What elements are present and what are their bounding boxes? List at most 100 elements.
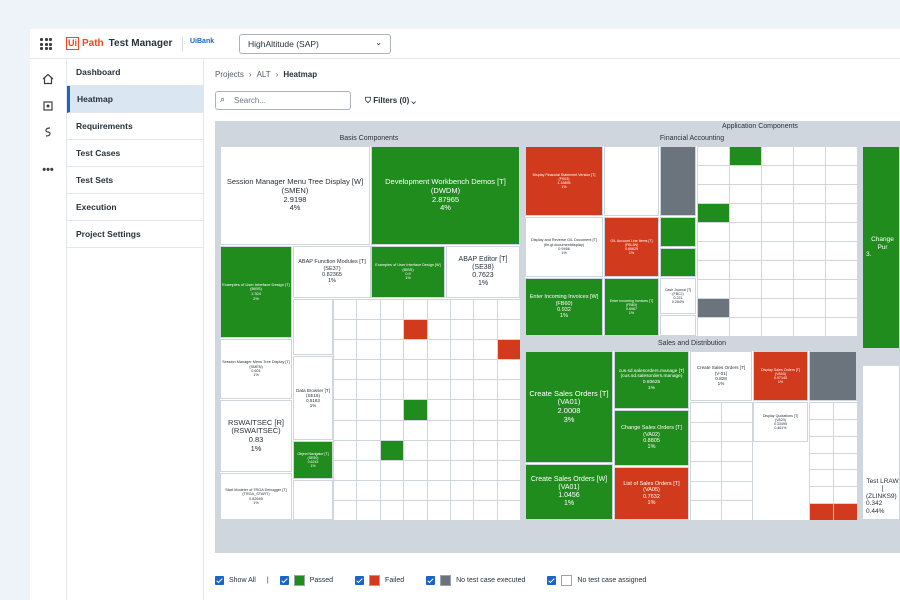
tile-small[interactable] bbox=[333, 319, 358, 341]
nav-requirements[interactable]: Requirements bbox=[67, 113, 203, 140]
tile-small[interactable] bbox=[833, 503, 858, 521]
tile-small[interactable] bbox=[293, 480, 333, 520]
tile-small[interactable] bbox=[426, 339, 451, 361]
tile-small[interactable] bbox=[793, 279, 826, 299]
tile-small[interactable] bbox=[473, 459, 498, 481]
tile-fb60[interactable]: Enter Incoming Invoices [W] (FB60) 0.932 1% bbox=[525, 278, 603, 336]
tile-small[interactable] bbox=[496, 319, 521, 341]
tile-small[interactable] bbox=[496, 299, 521, 321]
tile-small[interactable] bbox=[473, 359, 498, 381]
tile-small[interactable] bbox=[379, 439, 405, 461]
tile-small[interactable] bbox=[729, 222, 762, 242]
tile-small[interactable] bbox=[697, 165, 730, 185]
tile-small[interactable] bbox=[473, 399, 498, 421]
noexec-checkbox[interactable] bbox=[426, 576, 436, 585]
tile-small[interactable] bbox=[690, 461, 722, 482]
tile-small[interactable] bbox=[604, 146, 659, 216]
tile-small[interactable] bbox=[793, 203, 826, 223]
tile-small[interactable] bbox=[379, 419, 405, 441]
tile-ui-design[interactable]: Examples of User Interface Design [T] (BI… bbox=[220, 246, 292, 338]
tile-small[interactable] bbox=[825, 222, 858, 242]
tile-small[interactable] bbox=[761, 146, 794, 166]
show-all-checkbox[interactable] bbox=[215, 576, 224, 585]
tile-small[interactable] bbox=[825, 279, 858, 299]
tile-small[interactable] bbox=[793, 298, 826, 318]
home-icon[interactable] bbox=[41, 73, 55, 87]
nav-test-sets[interactable]: Test Sets bbox=[67, 167, 203, 194]
tile-small[interactable] bbox=[697, 260, 730, 280]
tile-small[interactable] bbox=[697, 241, 730, 261]
tile-small[interactable] bbox=[449, 439, 475, 461]
tile-small[interactable] bbox=[356, 439, 381, 461]
tile-small[interactable] bbox=[426, 459, 451, 481]
tile-se37[interactable]: ABAP Function Modules [T] (SE37) 0.82365 1% bbox=[293, 246, 371, 298]
tile-dwdm[interactable]: Development Workbench Demos [T] (DWDM) 2.8… bbox=[371, 146, 520, 245]
tile-small[interactable] bbox=[697, 146, 730, 166]
tile-small[interactable] bbox=[833, 452, 858, 471]
tile-small[interactable] bbox=[721, 461, 753, 482]
tile-small[interactable] bbox=[449, 359, 475, 381]
tile-small[interactable] bbox=[403, 339, 428, 361]
tile-small[interactable] bbox=[426, 379, 451, 401]
tile-small[interactable] bbox=[333, 439, 358, 461]
tile-cus-salesorders[interactable]: cus.sd.salesorders.manage [T] (cus.sd.sal… bbox=[614, 351, 689, 409]
tile-small[interactable] bbox=[333, 459, 358, 481]
tile-small[interactable] bbox=[496, 399, 521, 421]
tile-se38[interactable]: ABAP Editor [T] (SE38) 0.7623 1% bbox=[446, 246, 520, 298]
tile-small[interactable] bbox=[793, 241, 826, 261]
tile-small[interactable] bbox=[729, 317, 762, 337]
search-input[interactable]: ⌕ Search... bbox=[215, 91, 351, 110]
tile-small[interactable] bbox=[761, 298, 794, 318]
tile-small[interactable] bbox=[697, 184, 730, 204]
tile-small[interactable] bbox=[825, 317, 858, 337]
tile-small[interactable] bbox=[356, 459, 381, 481]
tile-small[interactable] bbox=[449, 419, 475, 441]
tile-small[interactable] bbox=[729, 203, 762, 223]
tile-small[interactable] bbox=[333, 479, 358, 501]
tile-small[interactable] bbox=[333, 379, 358, 401]
tile-small[interactable] bbox=[379, 299, 405, 321]
tile-small[interactable] bbox=[333, 419, 358, 441]
tile-small[interactable] bbox=[333, 399, 358, 421]
filters-button[interactable]: ⛉ Filters (0) ⌄ bbox=[365, 96, 416, 106]
tile-small[interactable] bbox=[690, 500, 722, 521]
tile-small[interactable] bbox=[379, 359, 405, 381]
tile-small[interactable] bbox=[403, 459, 428, 481]
tile-small[interactable] bbox=[793, 146, 826, 166]
tile-small[interactable] bbox=[729, 146, 762, 166]
tile-small[interactable] bbox=[379, 399, 405, 421]
tile-test-lraw[interactable]: Test LRAW [(ZLINKS9) 0.342 0.44% bbox=[862, 365, 900, 520]
tile-smen-t[interactable]: Session Manager Menu Tree Display [T] (SM… bbox=[220, 339, 292, 399]
tile-small[interactable] bbox=[809, 503, 834, 521]
tile-small[interactable] bbox=[761, 203, 794, 223]
more-icon[interactable]: ••• bbox=[42, 164, 54, 176]
tile-small[interactable] bbox=[690, 421, 722, 443]
tile-small[interactable] bbox=[825, 298, 858, 318]
tile-small[interactable] bbox=[825, 203, 858, 223]
tile-small[interactable] bbox=[496, 359, 521, 381]
tile-small[interactable] bbox=[473, 339, 498, 361]
tile-small[interactable] bbox=[761, 222, 794, 242]
tile-small[interactable] bbox=[356, 399, 381, 421]
tile-small[interactable] bbox=[697, 222, 730, 242]
tile-small[interactable] bbox=[356, 339, 381, 361]
tile-small[interactable] bbox=[473, 499, 498, 521]
tile-small[interactable] bbox=[721, 402, 753, 423]
tile-small[interactable] bbox=[761, 241, 794, 261]
tile-small[interactable] bbox=[496, 479, 521, 501]
tile-small[interactable] bbox=[356, 379, 381, 401]
tile-small[interactable] bbox=[449, 379, 475, 401]
tile-small[interactable] bbox=[793, 222, 826, 242]
test-manager-icon[interactable] bbox=[41, 100, 55, 114]
tile-small[interactable] bbox=[449, 319, 475, 341]
tile-change-purch[interactable]: Change Pur 3. bbox=[862, 146, 900, 349]
tile-small[interactable] bbox=[833, 435, 858, 454]
tile-va23[interactable]: Display Quotations [T] (VA23) 0.33495 0.461… bbox=[753, 402, 808, 442]
tile-small[interactable] bbox=[793, 317, 826, 337]
tile-small[interactable] bbox=[426, 479, 451, 501]
tile-small[interactable] bbox=[721, 480, 753, 502]
tile-passed[interactable] bbox=[660, 217, 696, 247]
tile-small[interactable] bbox=[379, 339, 405, 361]
tile-small[interactable] bbox=[449, 459, 475, 481]
tile-small[interactable] bbox=[833, 418, 858, 437]
